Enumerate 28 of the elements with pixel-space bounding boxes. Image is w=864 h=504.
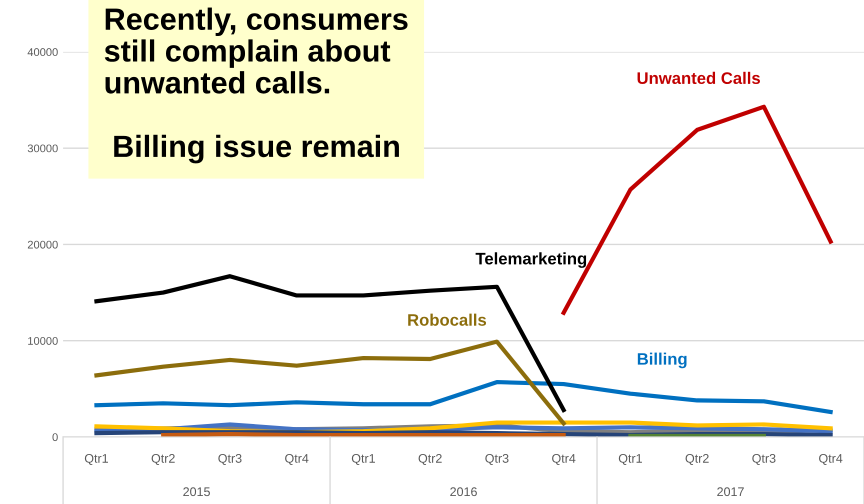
line-series [94,274,566,412]
x-tick-label: Qtr1 [352,454,375,466]
text: 2015 [183,487,210,496]
y-tick-label: 30000 [28,144,58,152]
y-tick-label: 20000 [28,240,58,249]
y-tick-label: 40000 [28,48,58,56]
x-tick-label: Qtr3 [752,454,776,466]
x-tick-label: Qtr2 [418,454,442,466]
text: 2017 [717,487,744,496]
series-label: Telemarketing [476,252,586,268]
x-tick-label: Qtr4 [552,454,576,466]
x-tick-label: Qtr3 [485,454,509,466]
x-tick-label: Qtr1 [84,454,108,466]
text: Recently, consumers still complain about unwanted calls. Billing issue remain [104,8,408,164]
y-tick-label: 0 [52,433,58,442]
line-series [94,340,566,426]
y-tick-label: 10000 [28,336,58,345]
series-label: Unwanted Calls [638,72,760,84]
series-label: Billing [638,352,687,368]
line-series [94,380,833,414]
x-tick-label: Qtr2 [152,454,175,466]
x-tick-label: Qtr4 [285,454,308,466]
x-tick-label: Qtr4 [819,454,842,466]
series-label: Robocalls [408,314,486,326]
x-tick-label: Qtr3 [218,454,242,466]
x-tick-label: Qtr2 [686,454,709,466]
text: 2016 [450,487,477,496]
x-tick-label: Qtr1 [618,454,642,466]
